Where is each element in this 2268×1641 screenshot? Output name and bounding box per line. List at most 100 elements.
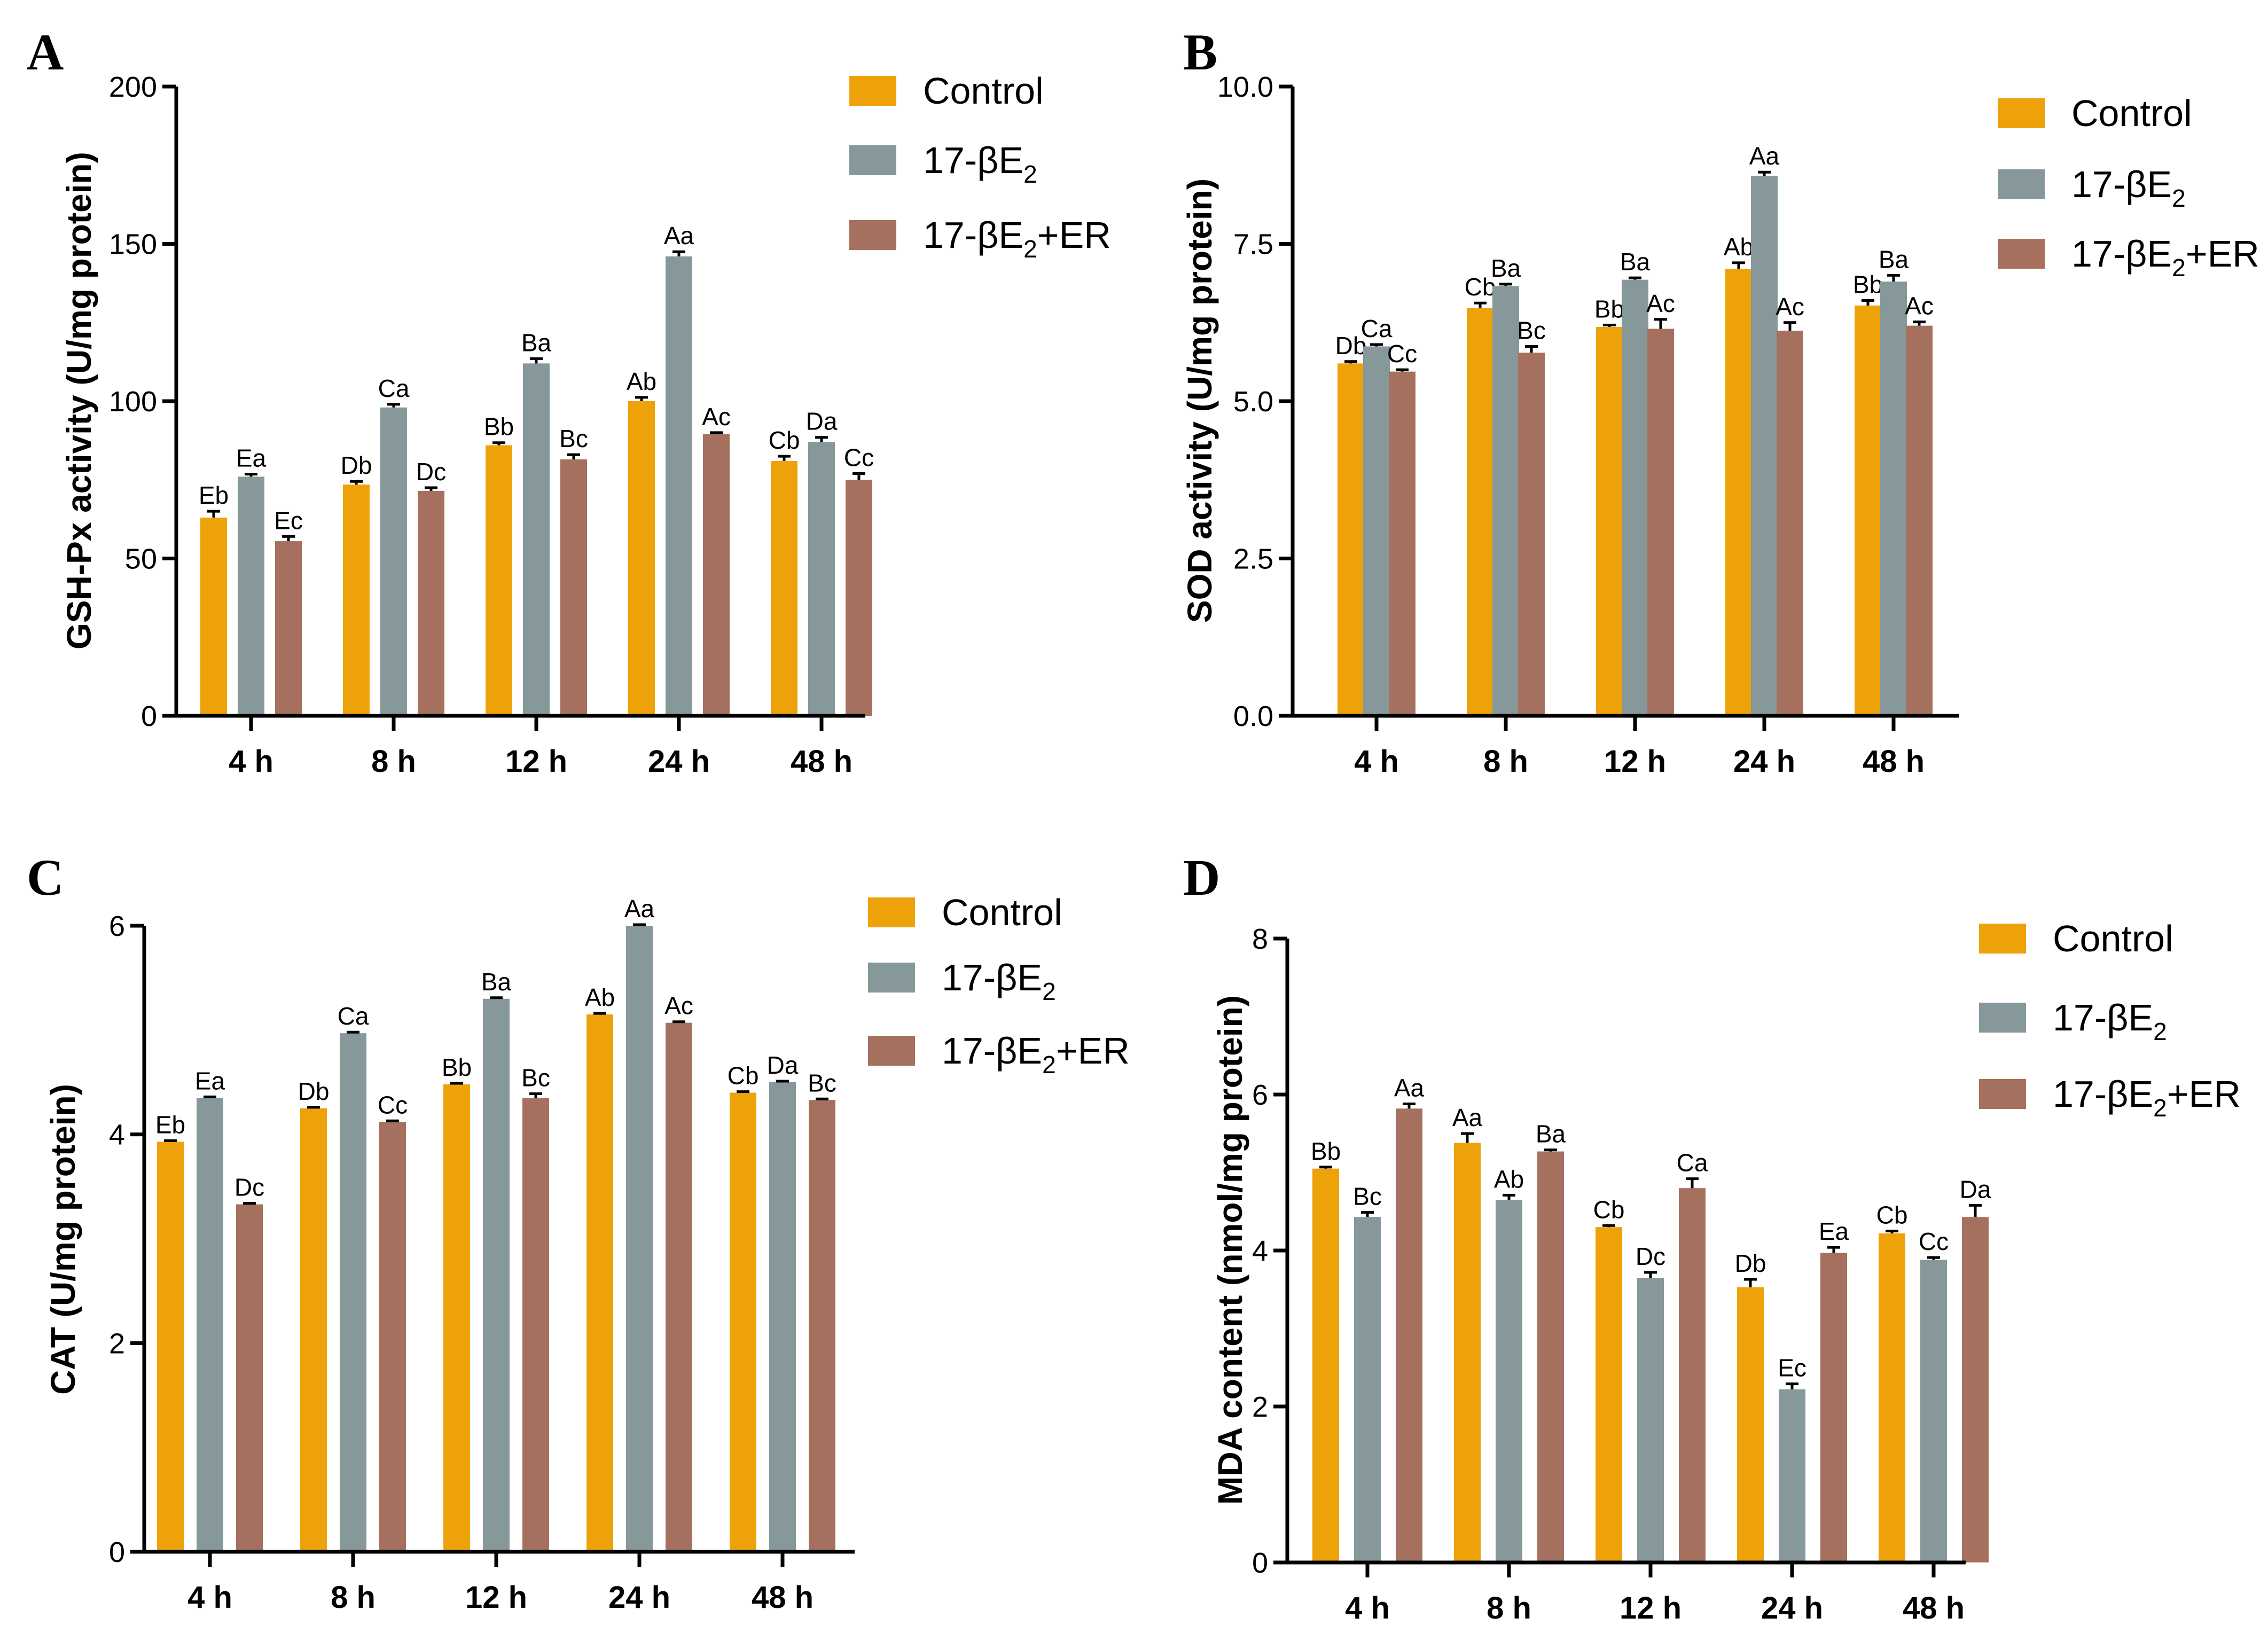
- x-tick-label: 4 h: [1345, 1591, 1390, 1626]
- x-tick-label: 48 h: [752, 1580, 814, 1615]
- error-bar: [635, 396, 648, 401]
- bar: [200, 517, 227, 716]
- error-bar: [1474, 301, 1487, 308]
- legend-label: 17-βE2+ER: [923, 214, 1111, 263]
- x-tick-label: 12 h: [465, 1580, 527, 1615]
- y-tick-label: 50: [125, 543, 157, 575]
- legend-swatch: [1998, 169, 2045, 199]
- bar: [1467, 308, 1493, 716]
- x-tick-label: 4 h: [187, 1580, 232, 1615]
- bar-label: Ac: [1776, 293, 1804, 321]
- bar: [1855, 305, 1881, 716]
- legend-label: Control: [942, 892, 1062, 933]
- bar: [379, 1122, 406, 1552]
- bar: [1389, 371, 1415, 716]
- bar: [1880, 282, 1907, 716]
- legend-label: 17-βE2: [942, 957, 1056, 1005]
- bar-label: Ea: [1819, 1217, 1849, 1245]
- y-tick-label: 5.0: [1233, 386, 1273, 418]
- bar: [275, 541, 302, 716]
- bar: [1737, 1287, 1764, 1562]
- bar-label: Ec: [274, 506, 303, 534]
- y-tick-label: 10.0: [1217, 71, 1273, 103]
- bar: [666, 1022, 692, 1552]
- error-bar: [672, 1020, 685, 1023]
- y-tick-label: 0.0: [1233, 700, 1273, 732]
- legend-label: 17-βE2+ER: [2053, 1073, 2241, 1122]
- y-tick-label: 100: [109, 386, 157, 418]
- x-tick-label: 8 h: [1483, 744, 1528, 779]
- bar-label: Ca: [338, 1002, 369, 1030]
- bar-label: Ab: [627, 368, 656, 395]
- error-bar: [1644, 1271, 1657, 1278]
- y-axis-title: MDA content (nmol/mg protein): [1211, 995, 1249, 1505]
- legend-swatch: [1998, 98, 2045, 128]
- bar: [157, 1142, 184, 1552]
- error-bar: [815, 436, 828, 442]
- error-bar: [853, 472, 865, 480]
- legend-swatch: [1998, 239, 2045, 269]
- bar: [523, 363, 550, 716]
- panel-letter: D: [1183, 849, 1220, 906]
- x-tick-label: 12 h: [505, 744, 567, 779]
- bar-label: Dc: [234, 1174, 264, 1201]
- y-tick-label: 150: [109, 229, 157, 261]
- x-tick-label: 8 h: [1487, 1591, 1531, 1626]
- bar: [1596, 326, 1623, 716]
- bar-label: Ac: [1905, 292, 1934, 320]
- bar-label: Ab: [1724, 233, 1754, 261]
- bar: [1962, 1217, 1989, 1562]
- bar-label: Ca: [1361, 315, 1393, 342]
- bar-label: Ac: [664, 992, 693, 1020]
- bar-label: Cc: [378, 1091, 408, 1119]
- bar: [1537, 1151, 1564, 1562]
- legend-swatch: [849, 220, 896, 250]
- bar-label: Bc: [1353, 1182, 1382, 1210]
- bar: [483, 998, 510, 1552]
- bar-label: Bc: [808, 1069, 836, 1097]
- bar-label: Cc: [1919, 1228, 1949, 1255]
- legend-swatch: [868, 963, 915, 993]
- bar: [418, 490, 444, 716]
- bar: [1725, 269, 1752, 716]
- bar: [340, 1033, 366, 1552]
- bar-label: Bb: [484, 413, 514, 441]
- error-bar: [1784, 321, 1796, 331]
- bar: [1920, 1260, 1947, 1562]
- y-tick-label: 2: [109, 1327, 125, 1359]
- x-tick-label: 8 h: [371, 744, 416, 779]
- bar-label: Eb: [155, 1111, 185, 1138]
- bar-label: Bc: [559, 425, 588, 452]
- error-bar: [490, 996, 503, 999]
- legend-label: 17-βE2: [923, 139, 1037, 188]
- bar: [238, 476, 264, 716]
- x-tick-label: 4 h: [1354, 744, 1399, 779]
- bar: [1679, 1188, 1706, 1562]
- bar-label: Db: [1335, 332, 1367, 360]
- bar-label: Aa: [624, 895, 655, 923]
- bar: [300, 1108, 327, 1552]
- legend-label: 17-βE2+ER: [2071, 233, 2259, 282]
- error-bar: [1503, 1193, 1515, 1200]
- error-bar: [1886, 1230, 1898, 1233]
- bar: [809, 1100, 835, 1552]
- bar: [1906, 325, 1933, 716]
- bar-label: Ba: [521, 329, 552, 356]
- legend-swatch: [868, 1036, 915, 1066]
- bar: [846, 480, 872, 716]
- bar: [586, 1014, 613, 1552]
- legend-swatch: [1979, 1079, 2026, 1109]
- y-axis-title: GSH-Px activity (U/mg protein): [60, 152, 98, 650]
- legend-label: Control: [2053, 918, 2173, 959]
- legend-swatch: [1979, 924, 2026, 954]
- bar-label: Aa: [1749, 142, 1780, 170]
- x-tick-label: 48 h: [1903, 1591, 1965, 1626]
- error-bar: [529, 1092, 542, 1098]
- error-bar: [1544, 1148, 1557, 1152]
- bar-label: Ba: [1879, 245, 1909, 273]
- bar: [1637, 1278, 1664, 1562]
- bar-label: Dc: [1636, 1243, 1665, 1270]
- error-bar: [1629, 276, 1641, 280]
- bar-label: Ab: [1494, 1165, 1524, 1193]
